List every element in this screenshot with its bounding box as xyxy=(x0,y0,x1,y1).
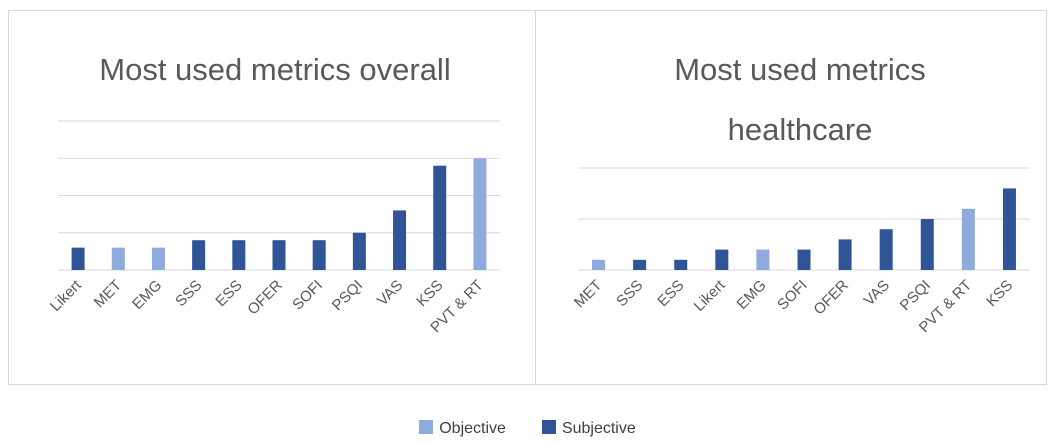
legend-entry: Subjective xyxy=(541,420,636,438)
x-tick-label: KSS xyxy=(983,277,1016,310)
bar xyxy=(192,240,206,270)
chart-title: Most used metrics overall xyxy=(99,52,451,87)
x-tick-label: OFER xyxy=(244,277,286,319)
x-tick-label: MET xyxy=(91,277,125,311)
legend: Objective Subjective xyxy=(0,420,1055,438)
x-tick-label: ESS xyxy=(654,277,687,310)
bar xyxy=(633,259,647,270)
bar xyxy=(838,239,852,270)
x-tick-label: PSQI xyxy=(329,277,366,314)
bar xyxy=(756,249,770,270)
x-tick-label: OFER xyxy=(810,277,852,319)
x-tick-label: Likert xyxy=(47,276,86,315)
bar xyxy=(961,208,975,270)
bar xyxy=(433,165,447,270)
x-tick-label: MET xyxy=(571,277,605,311)
x-tick-label: PSQI xyxy=(897,277,934,314)
bar xyxy=(393,210,407,270)
bar xyxy=(1002,188,1016,270)
bar xyxy=(111,247,125,270)
legend-swatch xyxy=(419,420,434,434)
bar xyxy=(879,229,893,270)
x-tick-label: VAS xyxy=(861,277,893,309)
bar xyxy=(312,240,326,270)
legend-entry: Objective xyxy=(419,420,506,438)
bar xyxy=(674,259,688,270)
x-tick-label: EMG xyxy=(129,277,165,313)
legend-label: Subjective xyxy=(561,420,636,437)
x-tick-label: KSS xyxy=(413,277,446,310)
x-tick-label: ESS xyxy=(212,277,245,310)
x-tick-label: SSS xyxy=(613,277,646,310)
legend-swatch xyxy=(541,420,556,434)
x-tick-label: EMG xyxy=(734,277,770,313)
bar xyxy=(272,240,286,270)
bar xyxy=(592,259,606,270)
x-tick-label: VAS xyxy=(374,277,406,309)
chart-title: Most used metrics healthcare xyxy=(674,52,926,147)
bar xyxy=(352,232,366,270)
bar xyxy=(715,249,729,270)
x-tick-label: SOFI xyxy=(774,277,811,314)
bar xyxy=(151,247,165,270)
chart-frame xyxy=(535,10,1047,385)
bar xyxy=(920,219,934,270)
bar xyxy=(232,240,246,270)
x-tick-label: SOFI xyxy=(289,277,326,314)
x-tick-label: SSS xyxy=(172,277,205,310)
legend-label: Objective xyxy=(439,420,506,437)
bar xyxy=(71,247,85,270)
bar xyxy=(797,249,811,270)
x-tick-label: Likert xyxy=(691,276,730,315)
bar xyxy=(473,158,487,270)
